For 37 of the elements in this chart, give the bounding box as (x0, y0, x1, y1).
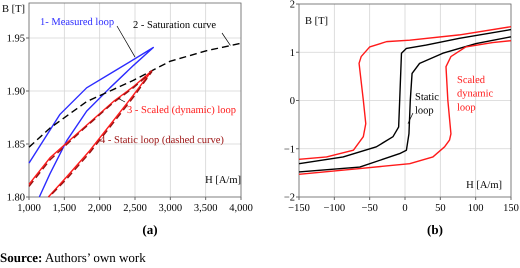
annotation: 3 - Scaled (dynamic) loop (127, 105, 236, 116)
line-series (28, 42, 242, 148)
annotation: 2 - Saturation curve (133, 20, 216, 31)
y-tick-label: 2 (290, 0, 295, 10)
y-axis-title: B [T] (2, 4, 26, 15)
x-tick-label: 3,000 (158, 203, 182, 214)
y-axis-title: B [T] (305, 16, 328, 27)
annotation: 4 - Static loop (dashed curve) (100, 135, 224, 146)
x-axis-title: H [A/m] (466, 180, 502, 191)
x-tick-label: 150 (503, 203, 519, 214)
y-tick-label: 1.85 (6, 139, 25, 150)
x-tick-label: −50 (361, 203, 378, 214)
text: (a) (142, 222, 158, 237)
y-tick-label: 1 (290, 48, 295, 59)
y-tick-label: 1.95 (6, 33, 25, 44)
x-tick-label: 2,500 (123, 203, 147, 214)
x-tick-label: 1,500 (52, 203, 76, 214)
x-tick-label: 50 (435, 203, 446, 214)
x-tick-label: −150 (288, 203, 310, 214)
annotation: Static loop (415, 92, 440, 117)
y-tick-label: −2 (284, 192, 295, 204)
y-tick-label: −1 (284, 144, 295, 156)
x-tick-label: 1,000 (17, 203, 41, 214)
y-tick-label: 1.90 (6, 86, 25, 98)
annotation: 1- Measured loop (40, 17, 114, 28)
x-tick-label: 2,000 (88, 203, 112, 214)
x-tick-label: 4,000 (229, 203, 253, 214)
y-tick-label: 0 (290, 96, 295, 107)
source-note: Source: Authors’ own work (0, 250, 146, 265)
x-tick-label: 100 (468, 203, 484, 214)
text: (b) (427, 222, 443, 237)
annotation: Scaled dynamic loop (457, 75, 494, 114)
y-tick-label: 1.80 (6, 192, 25, 204)
x-axis-title: H [A/m] (205, 175, 241, 186)
x-tick-label: 0 (402, 203, 408, 214)
x-tick-label: 3,500 (194, 203, 218, 214)
x-tick-label: −100 (323, 203, 346, 214)
